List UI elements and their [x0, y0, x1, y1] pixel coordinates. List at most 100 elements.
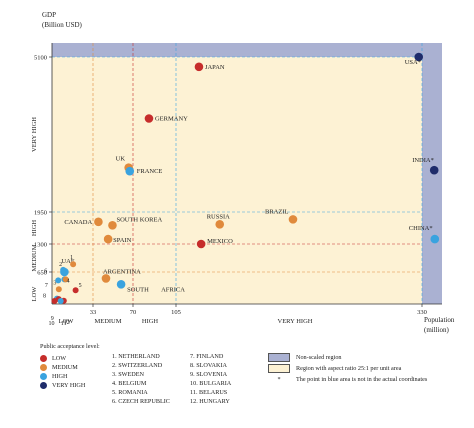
y-axis-unit: (Billion USD) — [42, 21, 83, 29]
data-point — [62, 276, 69, 283]
point-label: 6 — [44, 268, 47, 274]
legend: Public acceptance level: — [40, 342, 470, 354]
point-label: 12 — [64, 320, 70, 326]
data-point — [144, 114, 154, 123]
point-label: JAPAN — [205, 64, 225, 71]
point-label: UAE — [61, 258, 74, 265]
data-point — [94, 217, 103, 227]
legend-country: 7. FINLAND — [190, 353, 224, 360]
legend-country: 3. SWEDEN — [112, 371, 144, 378]
point-label: GERMANY — [155, 116, 188, 123]
legend-country: 2. SWITZERLAND — [112, 362, 163, 369]
y-tick-label: 1300 — [34, 242, 47, 249]
point-label: 8 — [43, 294, 46, 300]
x-band-label: MEDIUM — [94, 318, 121, 325]
point-label: 9 — [51, 316, 54, 322]
x-axis-unit: (million) — [424, 326, 450, 334]
legend-country: 8. SLOVAKIA — [190, 362, 228, 369]
data-point — [196, 239, 206, 249]
x-band-label: LOW — [59, 318, 75, 325]
legend-levels: LOW MEDIUM HIGH VERY HIGH — [40, 354, 85, 390]
y-band-label: LOW — [31, 286, 38, 302]
y-tick-label: 1950 — [34, 210, 47, 217]
data-point — [103, 234, 113, 244]
point-label: ARGENTINA — [103, 268, 141, 275]
data-point — [430, 234, 440, 244]
point-label: AFRICA — [161, 286, 185, 293]
y-axis-title: GDP — [42, 11, 56, 19]
data-point — [194, 62, 204, 72]
x-tick-label: 33 — [90, 309, 97, 316]
y-band-label: VERY HIGH — [31, 117, 38, 152]
data-point — [414, 52, 424, 62]
axis-ticks: 650 1300 1950 5100 33 70 105 330 — [34, 55, 427, 317]
point-label: USA* — [405, 59, 421, 66]
point-label: SOUTH — [127, 286, 149, 293]
data-point — [215, 220, 225, 229]
data-points: JAPAN GERMANY UK FRANCE USA* INDIA* CHINA* BRAZ… — [43, 52, 440, 327]
legend-countries-col2: 7. FINLAND 8. SLOVAKIA 9. SLOVENIA 10. B… — [190, 352, 231, 406]
legend-note-asterisk: * The point in blue area is not in the ac… — [277, 376, 428, 383]
non-scaled-region-top — [52, 43, 442, 57]
aspect-ratio-region — [52, 57, 422, 304]
point-label: RUSSIA — [207, 213, 230, 220]
legend-title: Public acceptance level: — [40, 343, 100, 350]
x-band-label: VERY HIGH — [278, 318, 313, 325]
data-point — [72, 287, 79, 294]
x-tick-label: 70 — [130, 309, 137, 316]
point-label: CANADA — [64, 219, 92, 226]
point-label: BRAZIL — [265, 208, 289, 215]
x-tick-label: 330 — [417, 309, 427, 316]
point-label: SOUTH KOREA — [116, 216, 162, 223]
data-point — [60, 266, 67, 273]
point-label: 5 — [79, 283, 82, 289]
data-point — [55, 277, 62, 284]
data-point — [51, 298, 58, 305]
data-point — [288, 215, 298, 224]
point-label: CHINA* — [409, 225, 433, 232]
x-band-label: HIGH — [142, 318, 159, 325]
data-point — [101, 274, 111, 283]
point-label: SPAIN — [113, 237, 131, 244]
point-label: 3 — [53, 280, 56, 286]
legend-level-high: HIGH — [40, 372, 85, 381]
y-tick-label: 5100 — [34, 55, 47, 62]
legend-country: 5. ROMANIA — [112, 389, 148, 396]
data-point — [116, 280, 126, 289]
data-point — [125, 166, 135, 176]
legend-country: 10. BULGARIA — [190, 380, 232, 387]
x-tick-label: 105 — [171, 309, 181, 316]
legend-country: 12. HUNGARY — [190, 398, 230, 405]
data-point — [429, 165, 439, 175]
point-label: 4 — [67, 278, 70, 284]
legend-note-aspect: Region with aspect ratio 25:1 per unit a… — [268, 363, 427, 374]
data-point — [55, 286, 62, 293]
legend-level-low: LOW — [40, 354, 85, 363]
legend-country: 4. BELGIUM — [112, 380, 147, 387]
point-label: 7 — [45, 283, 48, 289]
point-label: 2 — [59, 262, 62, 268]
point-label: FRANCE — [137, 168, 163, 175]
data-point — [108, 220, 117, 230]
legend-country: 6. CZECH REPUBLIC — [112, 398, 170, 405]
legend-notes: Non-scaled region Region with aspect rat… — [268, 352, 427, 385]
legend-level-medium: MEDIUM — [40, 363, 85, 372]
y-tick-label: 650 — [37, 270, 47, 277]
legend-country: 11. BELARUS — [190, 389, 228, 396]
point-label: MEXICO — [207, 238, 233, 245]
legend-level-very-high: VERY HIGH — [40, 381, 85, 390]
legend-country: 9. SLOVENIA — [190, 371, 228, 378]
x-axis-title: Population — [424, 316, 455, 324]
point-label: 1 — [70, 255, 73, 261]
data-point — [57, 298, 64, 305]
legend-country: 1. NETHERLAND — [112, 353, 160, 360]
point-label: 10 — [48, 321, 54, 327]
point-label: UK — [116, 156, 126, 163]
point-label: INDIA* — [412, 157, 434, 164]
legend-countries-col1: 1. NETHERLAND 2. SWITZERLAND 3. SWEDEN 4… — [112, 352, 170, 406]
y-band-label: MEDIUM — [31, 244, 38, 271]
point-label: 11 — [61, 321, 67, 327]
legend-note-nonscaled: Non-scaled region — [268, 352, 427, 363]
data-point — [70, 261, 77, 268]
